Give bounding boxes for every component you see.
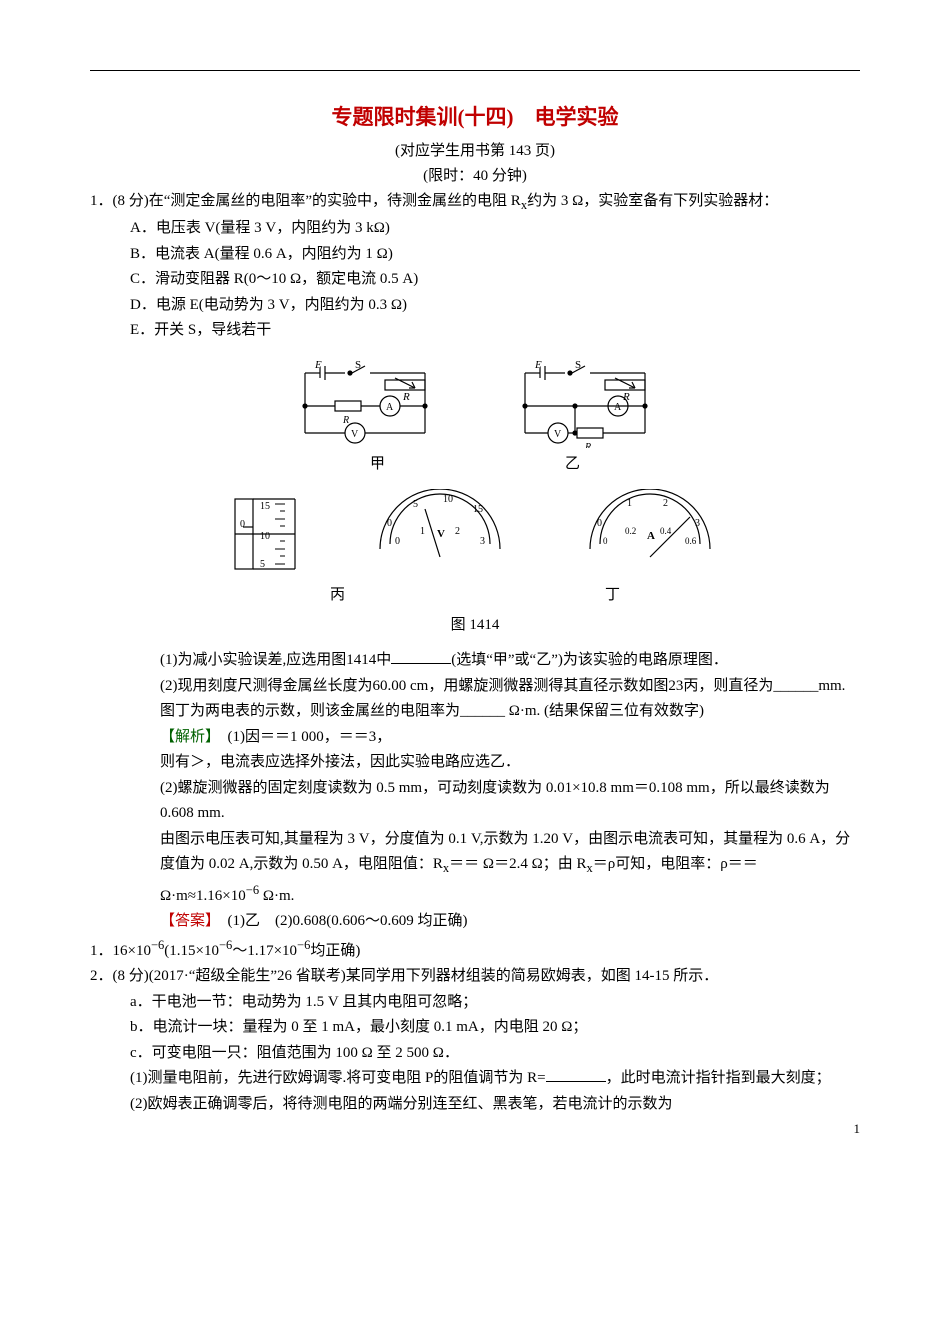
q1-part1: (1)为减小实验误差,应选用图1414中(选填“甲”或“乙”)为该实验的电路原理… bbox=[90, 648, 860, 674]
q1-jiexi-p4: 由图示电压表可知,其量程为 3 V，分度值为 0.1 V,示数为 1.20 V，… bbox=[90, 827, 860, 909]
svg-text:Rx: Rx bbox=[584, 442, 591, 448]
svg-text:E: E bbox=[534, 359, 542, 371]
q2-lead: 2．(8 分)(2017·“超级全能生”26 省联考)某同学用下列器材组装的简易… bbox=[90, 964, 860, 990]
q2-part2: (2)欧姆表正确调零后，将待测电阻的两端分别连至红、黑表笔，若电流计的示数为 bbox=[90, 1092, 860, 1118]
svg-text:15: 15 bbox=[473, 504, 483, 515]
label-jia: 甲 bbox=[370, 452, 385, 478]
subtitle-1: (对应学生用书第 143 页) bbox=[90, 139, 860, 160]
q1-opt-e: E．开关 S，导线若干 bbox=[90, 318, 860, 344]
svg-text:E: E bbox=[314, 359, 322, 371]
svg-text:10: 10 bbox=[443, 494, 453, 505]
svg-text:2: 2 bbox=[663, 498, 668, 509]
svg-text:A: A bbox=[386, 402, 394, 413]
svg-text:R: R bbox=[402, 391, 410, 403]
q2-opt-c: c．可变电阻一只：阻值范围为 100 Ω 至 2 500 Ω． bbox=[90, 1041, 860, 1067]
svg-text:0: 0 bbox=[603, 536, 608, 546]
voltmeter: 0 5 10 15 0 1 2 3 V bbox=[365, 489, 515, 569]
q1-part2: (2)现用刻度尺测得金属丝长度为60.00 cm，用螺旋测微器测得其直径示数如图… bbox=[90, 674, 860, 725]
page-title: 专题限时集训(十四) 电学实验 bbox=[90, 101, 860, 131]
svg-text:0: 0 bbox=[240, 519, 245, 530]
ammeter: 0 1 2 3 0 0.2 0.4 0.6 A bbox=[575, 489, 725, 569]
page-number: 1 bbox=[854, 1121, 861, 1137]
svg-text:S: S bbox=[575, 359, 581, 371]
q1-opt-c: C．滑动变阻器 R(0～10 Ω，额定电流 0.5 A) bbox=[90, 267, 860, 293]
jiexi-label: 【解析】 bbox=[160, 729, 213, 745]
label-yi: 乙 bbox=[565, 452, 580, 478]
q1-lead: 1．(8 分)在“测定金属丝的电阻率”的实验中，待测金属丝的电阻 Rx约为 3 … bbox=[90, 189, 860, 216]
q2-opt-a: a．干电池一节：电动势为 1.5 V 且其内电阻可忽略； bbox=[90, 990, 860, 1016]
q2-opt-b: b．电流计一块：量程为 0 至 1 mA，最小刻度 0.1 mA，内电阻 20 … bbox=[90, 1015, 860, 1041]
svg-text:V: V bbox=[554, 429, 562, 440]
q1-jiexi-p3: (2)螺旋测微器的固定刻度读数为 0.5 mm，可动刻度读数为 0.01×10.… bbox=[90, 776, 860, 827]
blank bbox=[391, 648, 451, 664]
q1-daan: 【答案】 (1)乙 (2)0.608(0.606～0.609 均正确) bbox=[90, 909, 860, 935]
svg-text:0.2: 0.2 bbox=[625, 526, 636, 536]
svg-text:0: 0 bbox=[395, 536, 400, 547]
svg-text:A: A bbox=[614, 402, 622, 413]
q1-jiexi: 【解析】 (1)因＝＝1 000，＝＝3， bbox=[90, 725, 860, 751]
svg-text:10: 10 bbox=[260, 531, 270, 542]
q1-opt-d: D．电源 E(电动势为 3 V，内阻约为 0.3 Ω) bbox=[90, 293, 860, 319]
q1-jiexi-p2: 则有＞，电流表应选择外接法，因此实验电路应选乙． bbox=[90, 750, 860, 776]
label-ding: 丁 bbox=[605, 583, 620, 609]
svg-text:3: 3 bbox=[695, 518, 700, 529]
svg-text:3: 3 bbox=[480, 536, 485, 547]
svg-text:0: 0 bbox=[597, 518, 602, 529]
top-rule bbox=[90, 70, 860, 71]
blank bbox=[546, 1066, 606, 1082]
svg-text:S: S bbox=[355, 359, 361, 371]
circuit-jia: E S R Rx A V bbox=[285, 358, 445, 448]
micrometer: 0 15 10 5 bbox=[225, 489, 305, 579]
svg-text:0: 0 bbox=[387, 518, 392, 529]
svg-text:15: 15 bbox=[260, 501, 270, 512]
q2-part1: (1)测量电阻前，先进行欧姆调零.将可变电阻 P的阻值调节为 R=，此时电流计指… bbox=[90, 1066, 860, 1092]
circuit-yi: E S R Rx A V bbox=[505, 358, 665, 448]
label-bing: 丙 bbox=[330, 583, 345, 609]
svg-text:A: A bbox=[647, 530, 655, 542]
svg-text:Rx: Rx bbox=[342, 415, 349, 426]
svg-text:V: V bbox=[351, 429, 359, 440]
svg-text:0.6: 0.6 bbox=[685, 536, 697, 546]
svg-text:1: 1 bbox=[420, 526, 425, 537]
fig-caption: 图 1414 bbox=[90, 613, 860, 639]
svg-text:V: V bbox=[437, 528, 445, 540]
svg-text:5: 5 bbox=[260, 559, 265, 570]
svg-text:1: 1 bbox=[627, 498, 632, 509]
figure-1414: E S R Rx A V bbox=[90, 358, 860, 639]
q1-opt-b: B．电流表 A(量程 0.6 A，内阻约为 1 Ω) bbox=[90, 242, 860, 268]
svg-text:R: R bbox=[622, 391, 630, 403]
q1-extra: 1．16×10−6(1.15×10−6～1.17×10−6均正确) bbox=[90, 935, 860, 965]
svg-text:5: 5 bbox=[413, 499, 418, 510]
q1-opt-a: A．电压表 V(量程 3 V，内阻约为 3 kΩ) bbox=[90, 216, 860, 242]
subtitle-2: (限时：40 分钟) bbox=[90, 164, 860, 185]
svg-text:2: 2 bbox=[455, 526, 460, 537]
daan-label: 【答案】 bbox=[160, 913, 213, 929]
svg-text:0.4: 0.4 bbox=[660, 526, 672, 536]
